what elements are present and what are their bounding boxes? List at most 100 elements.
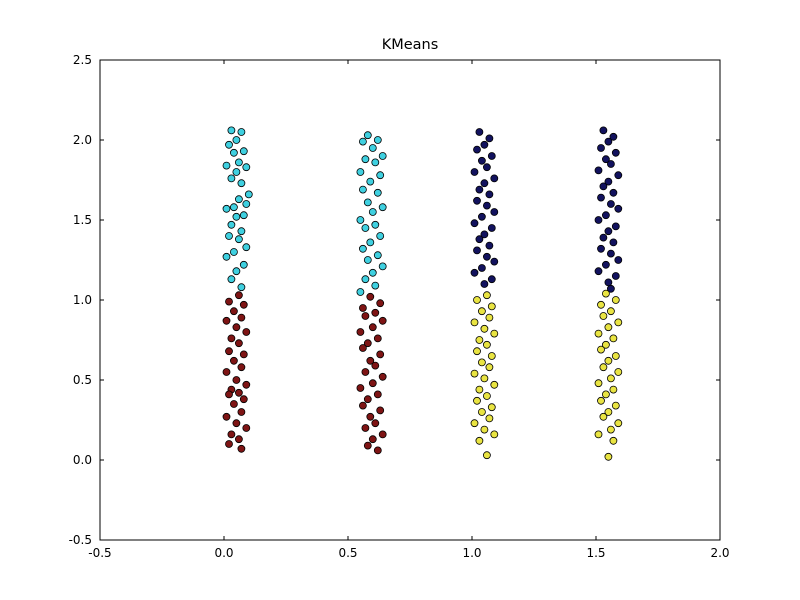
scatter-point-cluster-cyan xyxy=(373,136,382,144)
scatter-point-cluster-cyan xyxy=(376,171,385,180)
scatter-point-cluster-yellow xyxy=(597,396,605,405)
plot-border xyxy=(99,59,721,541)
scatter-point-cluster-yellow xyxy=(482,291,491,300)
scatter-point-cluster-yellow xyxy=(611,296,620,304)
scatter-point-cluster-cyan xyxy=(234,195,243,204)
scatter-point-cluster-navy xyxy=(470,168,479,176)
scatter-point-cluster-navy xyxy=(597,193,605,202)
scatter-point-cluster-yellow xyxy=(477,307,486,316)
scatter-point-cluster-darkred xyxy=(234,291,243,300)
scatter-point-cluster-navy xyxy=(480,140,489,149)
scatter-point-cluster-cyan xyxy=(378,152,387,160)
scatter-point-cluster-cyan xyxy=(356,288,365,296)
scatter-point-cluster-yellow xyxy=(487,352,496,360)
scatter-point-cluster-navy xyxy=(490,208,499,216)
scatter-point-cluster-navy xyxy=(602,155,610,164)
scatter-point-cluster-darkred xyxy=(222,316,231,325)
scatter-point-cluster-navy xyxy=(614,256,623,264)
scatter-point-cluster-darkred xyxy=(356,384,365,392)
scatter-point-cluster-cyan xyxy=(232,136,241,144)
scatter-point-cluster-darkred xyxy=(366,292,375,301)
chart-title: KMeans xyxy=(382,37,439,53)
scatter-point-cluster-navy xyxy=(470,219,479,228)
scatter-point-cluster-navy xyxy=(609,238,618,247)
scatter-point-cluster-cyan xyxy=(361,224,370,232)
scatter-point-cluster-cyan xyxy=(378,203,387,212)
scatter-point-cluster-yellow xyxy=(490,430,499,439)
scatter-point-cluster-navy xyxy=(607,160,615,168)
scatter-point-cluster-yellow xyxy=(477,408,486,416)
scatter-point-cluster-yellow xyxy=(602,289,610,298)
scatter-point-cluster-navy xyxy=(599,126,608,135)
scatter-point-cluster-darkred xyxy=(363,339,372,348)
scatter-point-cluster-cyan xyxy=(356,216,365,224)
scatter-point-cluster-darkred xyxy=(361,368,370,376)
scatter-point-cluster-yellow xyxy=(485,414,494,423)
scatter-point-cluster-darkred xyxy=(371,361,380,370)
scatter-point-cluster-yellow xyxy=(604,356,613,365)
scatter-point-cluster-darkred xyxy=(234,388,243,397)
scatter-point-cluster-yellow xyxy=(609,385,618,394)
scatter-point-cluster-yellow xyxy=(604,452,613,461)
scatter-point-cluster-cyan xyxy=(237,283,246,292)
scatter-point-cluster-navy xyxy=(599,182,608,191)
scatter-point-cluster-navy xyxy=(490,174,499,183)
scatter-point-cluster-navy xyxy=(602,260,610,269)
scatter-point-cluster-yellow xyxy=(482,451,491,460)
scatter-point-cluster-cyan xyxy=(366,238,375,247)
scatter-point-cluster-darkred xyxy=(363,395,372,404)
scatter-point-cluster-darkred xyxy=(376,299,385,308)
scatter-point-cluster-cyan xyxy=(237,128,246,136)
y-tick-label: 0.5 xyxy=(73,373,92,387)
scatter-point-cluster-cyan xyxy=(222,204,231,213)
scatter-point-cluster-cyan xyxy=(229,148,238,157)
scatter-point-cluster-darkred xyxy=(227,334,236,343)
scatter-point-cluster-cyan xyxy=(227,174,236,183)
scatter-point-cluster-yellow xyxy=(470,369,479,378)
scatter-point-cluster-yellow xyxy=(485,363,494,372)
scatter-point-cluster-yellow xyxy=(480,324,489,333)
scatter-point-cluster-darkred xyxy=(234,339,243,348)
scatter-point-cluster-cyan xyxy=(371,281,380,290)
scatter-point-cluster-cyan xyxy=(363,198,372,207)
scatter-point-cluster-cyan xyxy=(222,161,231,170)
scatter-point-cluster-navy xyxy=(477,264,486,272)
y-tick-label: 2.5 xyxy=(73,53,92,67)
scatter-point-cluster-navy xyxy=(487,152,496,160)
scatter-point-cluster-navy xyxy=(473,246,481,255)
x-tick-label: 0.0 xyxy=(214,546,233,560)
scatter-point-cluster-yellow xyxy=(480,425,489,434)
scatter-point-cluster-darkred xyxy=(361,312,370,320)
scatter-point-cluster-darkred xyxy=(239,395,248,404)
y-tick-label: 2.0 xyxy=(73,133,92,147)
scatter-point-cluster-darkred xyxy=(234,435,243,444)
scatter-point-cluster-yellow xyxy=(597,345,605,354)
scatter-point-cluster-cyan xyxy=(361,275,370,284)
scatter-point-cluster-darkred xyxy=(371,308,380,317)
scatter-point-cluster-darkred xyxy=(378,430,387,439)
scatter-point-cluster-cyan xyxy=(222,252,231,261)
scatter-point-cluster-darkred xyxy=(373,334,382,343)
scatter-point-cluster-navy xyxy=(609,132,618,141)
scatter-point-cluster-cyan xyxy=(368,208,377,216)
scatter-point-cluster-darkred xyxy=(237,444,246,453)
scatter-point-cluster-yellow xyxy=(480,374,489,383)
scatter-point-cluster-navy xyxy=(597,144,605,152)
scatter-point-cluster-darkred xyxy=(361,424,370,432)
scatter-point-cluster-darkred xyxy=(368,435,377,444)
scatter-point-cluster-navy xyxy=(480,230,489,239)
scatter-point-cluster-darkred xyxy=(222,412,231,421)
scatter-point-cluster-cyan xyxy=(232,267,241,276)
scatter-point-cluster-yellow xyxy=(475,336,484,344)
scatter-point-cluster-darkred xyxy=(356,328,365,336)
scatter-point-cluster-cyan xyxy=(237,179,246,188)
scatter-point-cluster-cyan xyxy=(239,211,248,220)
scatter-point-cluster-navy xyxy=(487,224,496,232)
scatter-point-cluster-navy xyxy=(485,134,494,143)
x-tick-label: 0.5 xyxy=(338,546,357,560)
scatter-point-cluster-yellow xyxy=(614,318,623,327)
scatter-point-cluster-yellow xyxy=(594,379,603,388)
scatter-point-cluster-navy xyxy=(607,249,615,258)
scatter-point-cluster-navy xyxy=(604,137,613,146)
